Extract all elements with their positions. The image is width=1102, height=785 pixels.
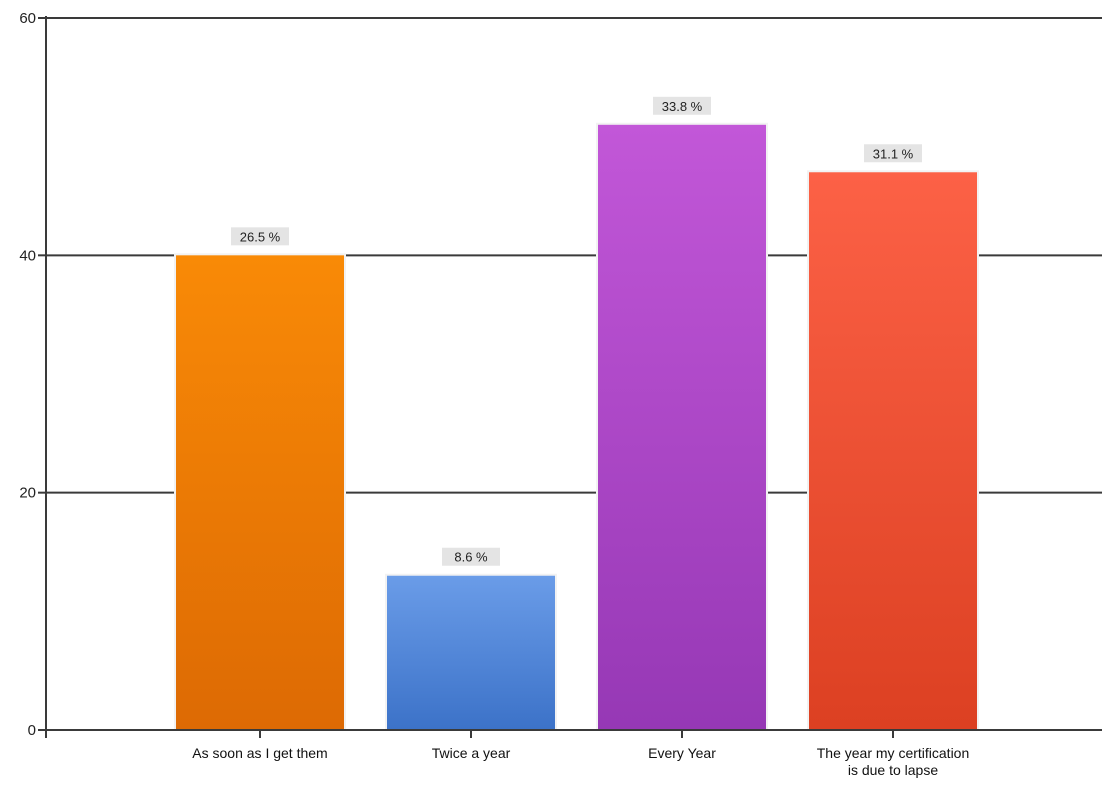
data-label-bg	[231, 227, 289, 246]
data-label-bg	[653, 96, 711, 115]
category-label-3: The year my certification	[817, 745, 970, 761]
bar-3	[809, 172, 977, 730]
y-tick-label-40: 40	[19, 247, 36, 264]
bars	[174, 122, 979, 731]
y-tick-label-20: 20	[19, 485, 36, 502]
labels: 0 20 40 60 26.5 % As soon as I get them 8.6 % T…	[19, 10, 969, 778]
data-label-0: 26.5 %	[240, 229, 281, 244]
axes	[38, 16, 1102, 738]
bar-0	[176, 255, 344, 731]
category-label-0: As soon as I get them	[192, 745, 327, 761]
data-label-2: 33.8 %	[662, 99, 703, 114]
data-label-bg	[864, 144, 922, 163]
category-label-3-line2: is due to lapse	[848, 762, 938, 778]
data-label-1: 8.6 %	[454, 550, 488, 565]
category-label-2: Every Year	[648, 745, 716, 761]
y-tick-label-60: 60	[19, 10, 36, 27]
y-tick-label-0: 0	[28, 722, 36, 739]
bar-1	[387, 575, 555, 730]
data-label-3: 31.1 %	[873, 146, 914, 161]
data-label-bg	[442, 547, 500, 566]
category-label-1: Twice a year	[432, 745, 511, 761]
bar-2	[598, 124, 766, 731]
